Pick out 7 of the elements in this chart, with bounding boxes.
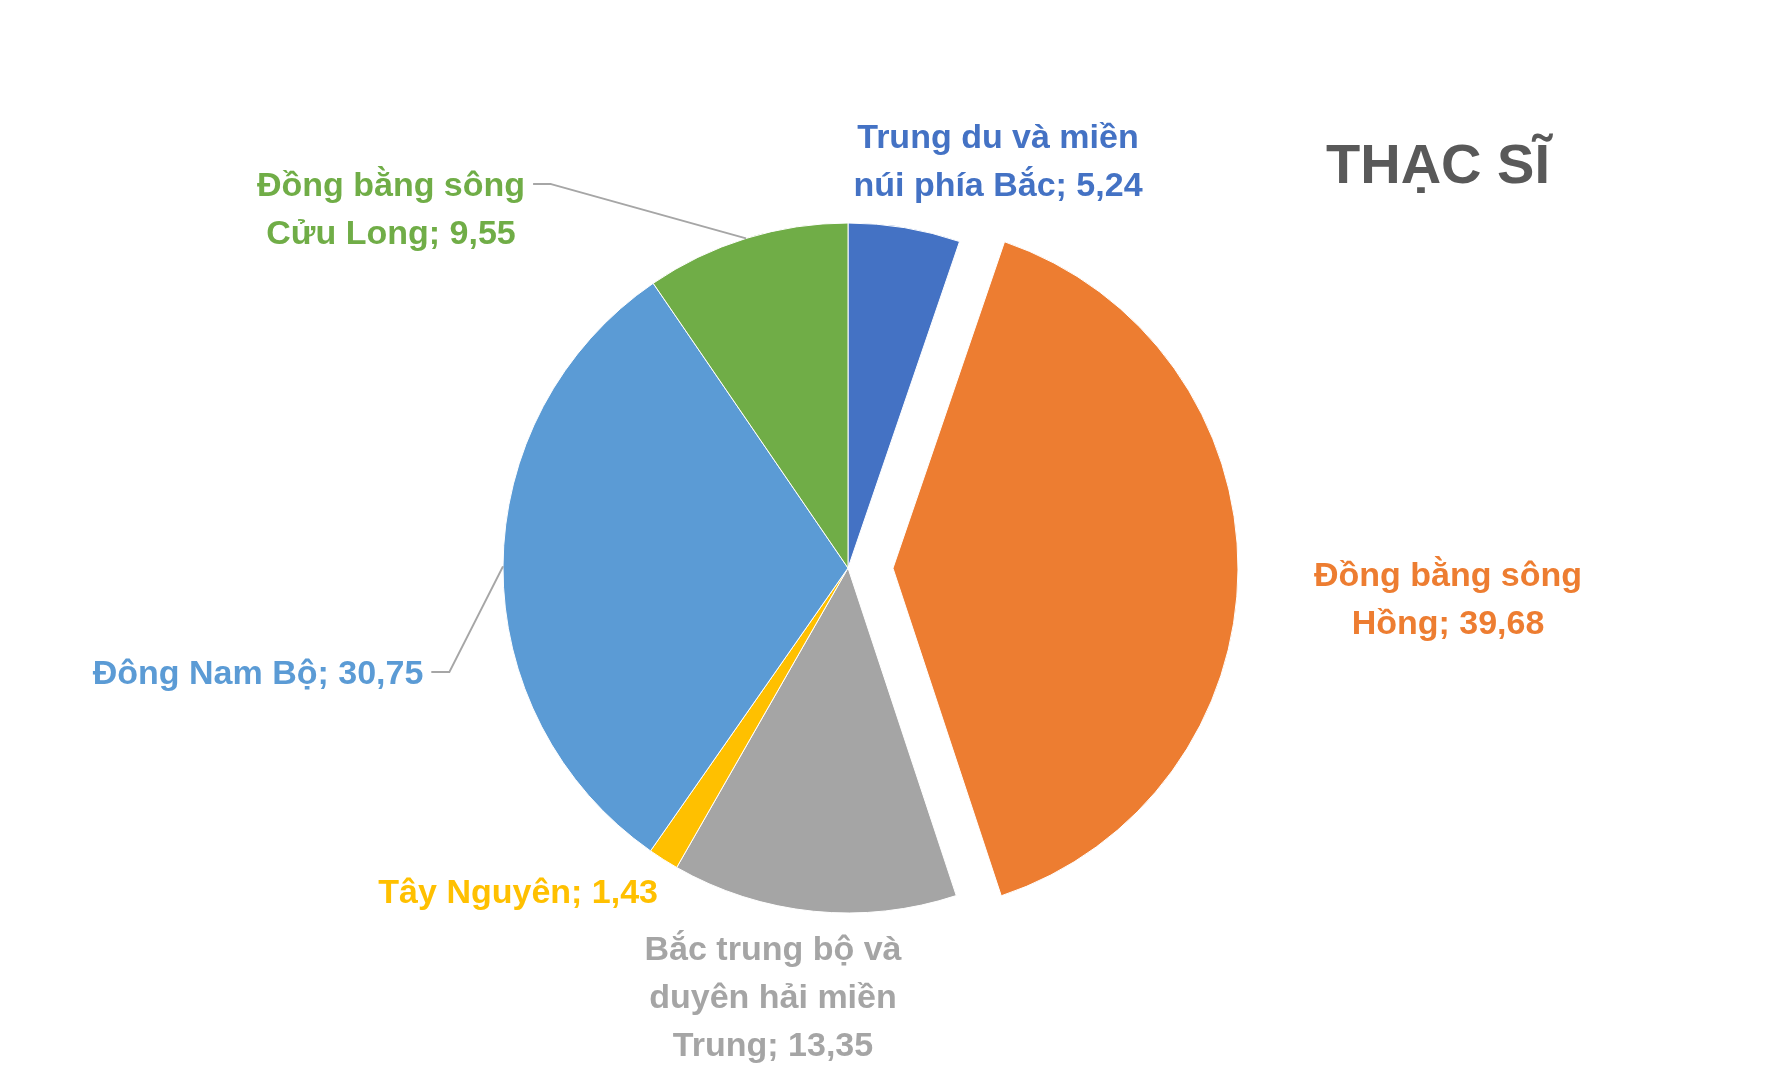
slice-label: Tây Nguyên; 1,43	[378, 872, 658, 910]
slice-label: Bắc trung bộ và duyên hải miền Trung; 13,35	[644, 929, 902, 1063]
chart-title: THẠC SĨ	[1326, 132, 1554, 195]
slice-label: Đồng bằng sông Cửu Long; 9,55	[256, 165, 526, 251]
slice-label: Trung du và miền núi phía Bắc; 5,24	[853, 117, 1143, 203]
slice-label: Đồng bằng sông Hồng; 39,68	[1313, 555, 1583, 641]
slice-label: Đông Nam Bộ; 30,75	[92, 653, 424, 691]
